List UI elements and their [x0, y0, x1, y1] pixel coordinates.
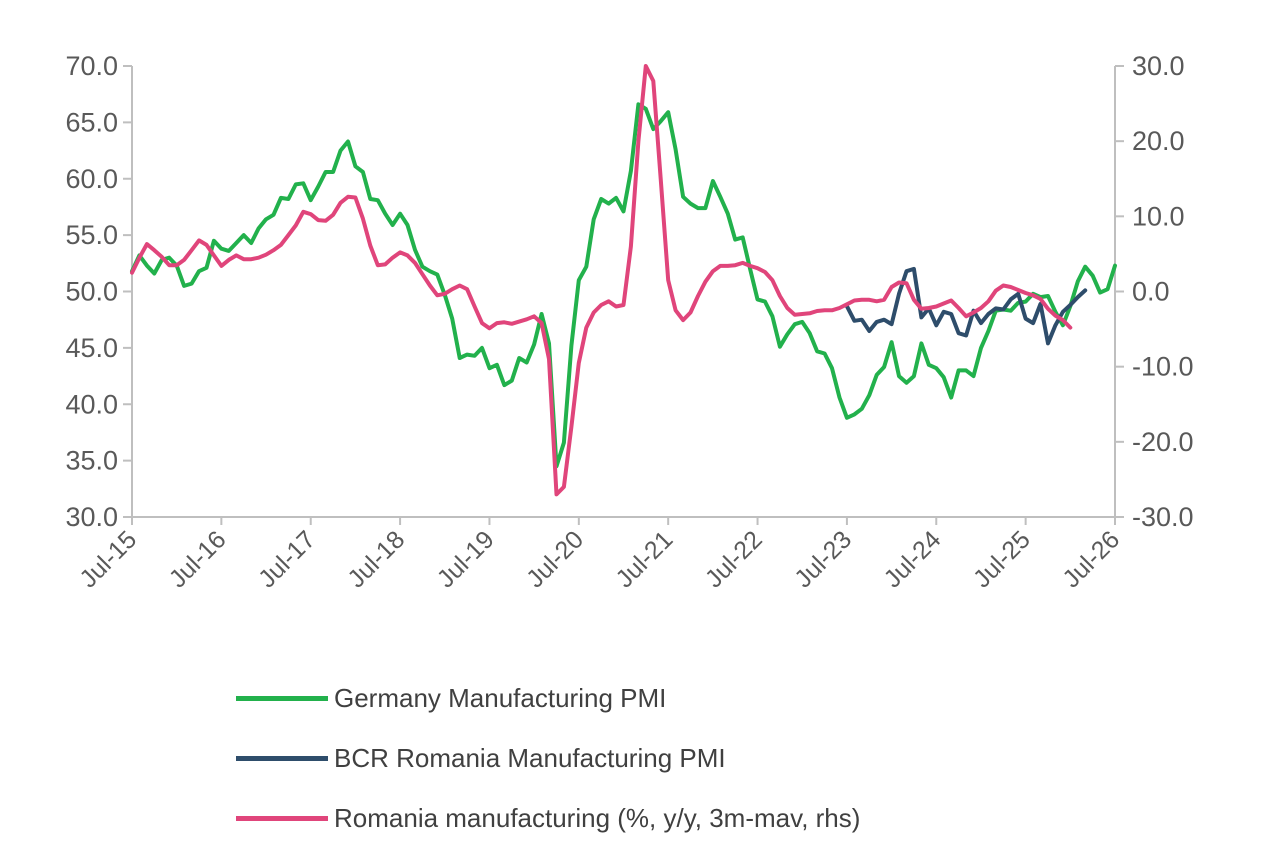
left-tick-label: 40.0	[65, 389, 118, 419]
left-tick-label: 60.0	[65, 164, 118, 194]
x-tick-label: Jul-24	[879, 525, 947, 593]
right-axis: 30.0 20.0 10.0 0.0 -10.0 -20.0 -30.0	[1114, 51, 1194, 532]
left-tick-label: 45.0	[65, 333, 118, 363]
x-axis: Jul-15 Jul-16 Jul-17 Jul-18 Jul-19 Jul-20 Jul-…	[74, 516, 1125, 593]
chart-legend: Germany Manufacturing PMI BCR Romania Ma…	[236, 668, 1136, 848]
left-tick-label: 30.0	[65, 502, 118, 532]
left-tick-label: 35.0	[65, 446, 118, 476]
left-tick-label: 55.0	[65, 220, 118, 250]
x-axis-ticks: Jul-15 Jul-16 Jul-17 Jul-18 Jul-19 Jul-20 Jul-…	[74, 517, 1125, 593]
legend-item-romania-manufacturing: Romania manufacturing (%, y/y, 3m-mav, r…	[236, 788, 1136, 848]
left-axis-ticks: 70.0 65.0 60.0 55.0 50.0 45.0 40.0 35.0 30.0	[65, 51, 132, 532]
right-tick-label: -10.0	[1132, 352, 1194, 382]
x-tick-label: Jul-16	[164, 525, 232, 593]
x-tick-label: Jul-15	[74, 525, 142, 593]
x-tick-label: Jul-20	[521, 525, 589, 593]
series-line-romania-pmi	[844, 266, 1088, 346]
series-line-romania-manufacturing	[130, 64, 1073, 497]
left-tick-label: 50.0	[65, 277, 118, 307]
x-tick-label: Jul-26	[1057, 525, 1125, 593]
legend-swatch-romania-manufacturing	[236, 815, 328, 821]
left-tick-label: 65.0	[65, 107, 118, 137]
legend-item-romania-pmi: BCR Romania Manufacturing PMI	[236, 728, 1136, 788]
x-tick-label: Jul-22	[700, 525, 768, 593]
legend-label-romania-manufacturing: Romania manufacturing (%, y/y, 3m-mav, r…	[334, 802, 861, 833]
x-tick-label: Jul-25	[968, 525, 1036, 593]
series-layer	[130, 64, 1117, 497]
left-tick-label: 70.0	[65, 51, 118, 81]
right-tick-label: 30.0	[1132, 51, 1185, 81]
left-axis: 70.0 65.0 60.0 55.0 50.0 45.0 40.0 35.0 30.0	[65, 51, 133, 532]
x-tick-label: Jul-23	[789, 525, 857, 593]
legend-item-germany-pmi: Germany Manufacturing PMI	[236, 668, 1136, 728]
x-tick-label: Jul-17	[253, 525, 321, 593]
legend-label-romania-pmi: BCR Romania Manufacturing PMI	[334, 742, 726, 773]
right-tick-label: -30.0	[1132, 502, 1194, 532]
x-tick-label: Jul-19	[432, 525, 500, 593]
legend-swatch-romania-pmi	[236, 755, 328, 761]
right-tick-label: 0.0	[1132, 277, 1170, 307]
x-tick-label: Jul-21	[610, 525, 678, 593]
right-axis-ticks: 30.0 20.0 10.0 0.0 -10.0 -20.0 -30.0	[1115, 51, 1194, 532]
right-tick-label: 10.0	[1132, 201, 1185, 231]
right-tick-label: 20.0	[1132, 126, 1185, 156]
x-tick-label: Jul-18	[342, 525, 410, 593]
series-line-germany-pmi	[130, 102, 1117, 469]
right-tick-label: -20.0	[1132, 427, 1194, 457]
legend-label-germany-pmi: Germany Manufacturing PMI	[334, 682, 667, 713]
legend-swatch-germany-pmi	[236, 695, 328, 701]
